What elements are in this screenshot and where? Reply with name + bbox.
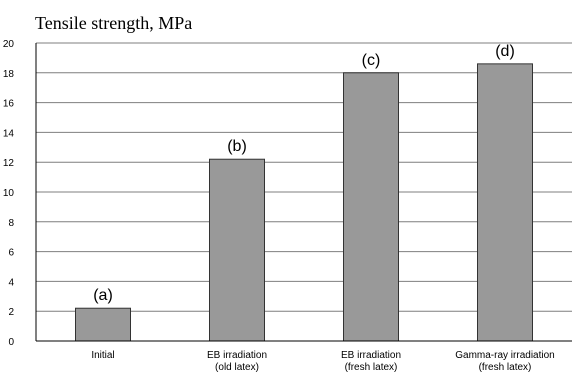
x-tick-label: EB irradiation (fresh latex) xyxy=(341,350,401,373)
x-tick-label-line: Initial xyxy=(91,350,114,361)
x-tick-label: Initial xyxy=(91,350,114,361)
y-tick-label: 12 xyxy=(3,158,15,169)
y-tick-label: 10 xyxy=(3,188,15,199)
x-tick-label: EB irradiation (old latex) xyxy=(207,350,267,373)
data-label: (d) xyxy=(495,43,515,60)
y-tick-label: 0 xyxy=(8,337,14,348)
data-label: (a) xyxy=(93,287,113,304)
y-tick-label: 8 xyxy=(8,218,14,229)
data-labels: (a) (b) (c) (d) xyxy=(93,43,515,304)
x-tick-label-line: EB irradiation xyxy=(207,350,267,361)
x-tick-label: Gamma-ray irradiation (fresh latex) xyxy=(455,350,554,373)
bar xyxy=(477,63,533,342)
y-tick-label: 4 xyxy=(8,277,14,288)
x-tick-label-line: (fresh latex) xyxy=(479,362,532,373)
bars xyxy=(75,63,533,342)
y-axis-ticks: 0 2 4 6 8 10 12 14 16 18 20 xyxy=(3,39,15,348)
bar xyxy=(75,307,131,342)
x-tick-label-line: EB irradiation xyxy=(341,350,401,361)
data-label: (b) xyxy=(227,138,247,155)
chart-title: Tensile strength, MPa xyxy=(35,13,192,33)
y-tick-label: 16 xyxy=(3,99,15,110)
x-tick-label-line: (old latex) xyxy=(215,362,259,373)
y-tick-label: 6 xyxy=(8,248,14,259)
y-tick-label: 14 xyxy=(3,128,15,139)
y-tick-label: 18 xyxy=(3,69,15,80)
x-tick-label-line: Gamma-ray irradiation xyxy=(455,350,554,361)
gridlines xyxy=(36,42,572,312)
bar xyxy=(209,158,265,342)
x-axis-ticks: Initial EB irradiation (old latex)EB irrad… xyxy=(91,350,554,373)
bar xyxy=(343,72,399,342)
y-tick-label: 20 xyxy=(3,39,15,50)
data-label: (c) xyxy=(362,52,381,69)
y-tick-label: 2 xyxy=(8,307,14,318)
plot-frame xyxy=(35,43,572,342)
x-tick-label-line: (fresh latex) xyxy=(345,362,398,373)
